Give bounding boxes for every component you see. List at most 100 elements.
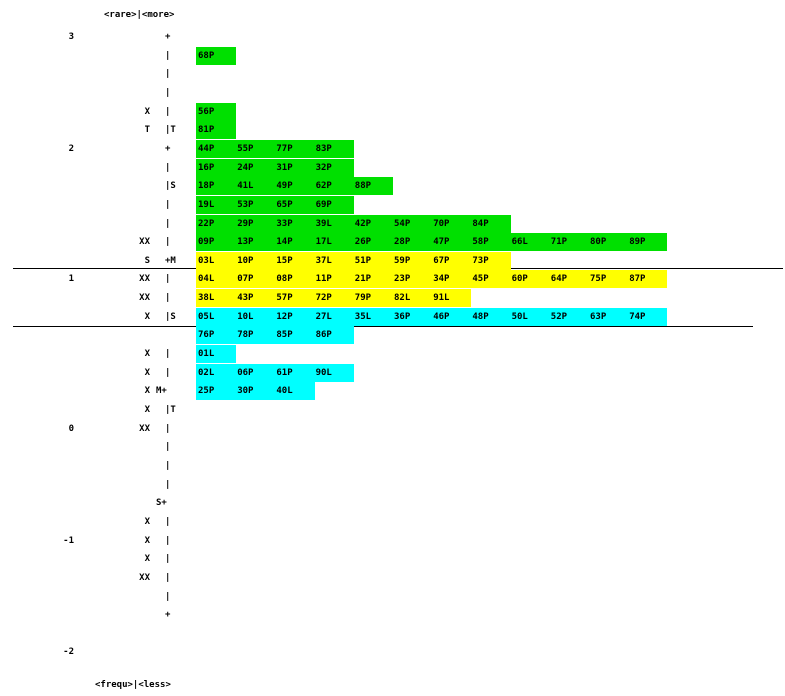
item-label: 10L [235, 307, 276, 326]
axis-marker: | [165, 50, 171, 61]
item-label: 17L [313, 233, 354, 252]
item-label: 85P [274, 326, 315, 345]
item-label: 56P [196, 102, 237, 121]
item-label: 40L [274, 382, 315, 401]
axis-marker: + [165, 610, 171, 621]
person-marker: X [144, 554, 150, 565]
item-label: 09P [196, 233, 237, 252]
axis-marker: |T [165, 405, 176, 415]
axis-marker: | [165, 535, 171, 546]
axis-marker: S+ [156, 498, 167, 509]
item-label: 83P [313, 139, 354, 158]
item-label: 02L [196, 363, 237, 382]
item-label: 65P [274, 195, 315, 214]
item-label: 76P [196, 326, 237, 345]
person-marker: XX [139, 274, 150, 285]
item-label: 88P [352, 177, 393, 196]
axis-marker: | [165, 69, 171, 80]
item-label: 68P [196, 46, 237, 65]
item-label: 19L [196, 195, 237, 214]
item-label: 08P [274, 270, 315, 289]
scale-tick-label: 3 [68, 32, 74, 42]
item-label: 15P [274, 251, 315, 270]
item-label: 35L [352, 307, 393, 326]
item-label: 52P [548, 307, 589, 326]
item-label: 10P [235, 251, 276, 270]
axis-marker: | [165, 460, 171, 471]
axis-marker: +M [165, 255, 176, 266]
item-label: 82L [392, 289, 433, 308]
item-label: 24P [235, 158, 276, 177]
item-label: 01L [196, 345, 237, 364]
item-label: 59P [392, 251, 433, 270]
axis-marker: | [165, 591, 171, 602]
axis-marker: | [165, 293, 171, 304]
item-label: 48P [470, 307, 511, 326]
item-label: 44P [196, 139, 237, 158]
axis-marker: | [165, 479, 171, 490]
item-label: 81P [196, 121, 237, 140]
axis-marker: | [165, 87, 171, 98]
item-label: 60P [509, 270, 550, 289]
axis-marker: | [165, 349, 171, 360]
item-label: 90L [313, 363, 354, 382]
item-label: 28P [392, 233, 433, 252]
person-marker: X [144, 535, 150, 546]
item-label: 07P [235, 270, 276, 289]
axis-marker: M+ [156, 386, 167, 397]
item-label: 77P [274, 139, 315, 158]
item-label: 34P [431, 270, 472, 289]
item-label: 33P [274, 214, 315, 233]
item-label: 86P [313, 326, 354, 345]
scale-tick-label: -1 [63, 535, 74, 546]
person-marker: T [144, 125, 150, 136]
scale-tick-label: 0 [68, 423, 74, 434]
item-label: 46P [431, 307, 472, 326]
person-marker: S [144, 255, 150, 266]
item-label: 84P [470, 214, 511, 233]
axis-marker: | [165, 237, 171, 248]
person-marker: XX [139, 293, 150, 304]
scale-tick-label: 1 [68, 274, 74, 285]
axis-marker: | [165, 572, 171, 583]
person-marker: XX [139, 572, 150, 583]
person-marker: X [144, 516, 150, 527]
item-label: 25P [196, 382, 237, 401]
axis-marker: | [165, 218, 171, 229]
axis-marker: | [165, 162, 171, 173]
item-label: 54P [392, 214, 433, 233]
item-label: 23P [392, 270, 433, 289]
axis-marker: + [165, 143, 171, 154]
item-label: 47P [431, 233, 472, 252]
item-label: 05L [196, 307, 237, 326]
item-label: 32P [313, 158, 354, 177]
item-label: 13P [235, 233, 276, 252]
person-marker: X [144, 106, 150, 117]
item-label: 21P [352, 270, 393, 289]
item-label: 89P [627, 233, 668, 252]
divider-line-lower [13, 326, 753, 327]
item-label: 41L [235, 177, 276, 196]
item-label: 72P [313, 289, 354, 308]
person-marker: X [144, 405, 150, 415]
item-label: 71P [548, 233, 589, 252]
item-label: 67P [431, 251, 472, 270]
item-label: 30P [235, 382, 276, 401]
item-label: 62P [313, 177, 354, 196]
axis-marker: | [165, 442, 171, 453]
item-label: 29P [235, 214, 276, 233]
axis-marker: | [165, 554, 171, 565]
item-label: 73P [470, 251, 511, 270]
person-marker: X [144, 367, 150, 378]
footer-label: <frequ>|<less> [95, 680, 171, 690]
axis-marker: + [165, 32, 171, 42]
axis-marker: | [165, 367, 171, 378]
item-label: 42P [352, 214, 393, 233]
axis-marker: | [165, 106, 171, 117]
item-label: 87P [627, 270, 668, 289]
item-label: 69P [313, 195, 354, 214]
item-label: 43P [235, 289, 276, 308]
axis-marker: | [165, 199, 171, 210]
axis-marker: | [165, 516, 171, 527]
axis-marker: | [165, 423, 171, 434]
